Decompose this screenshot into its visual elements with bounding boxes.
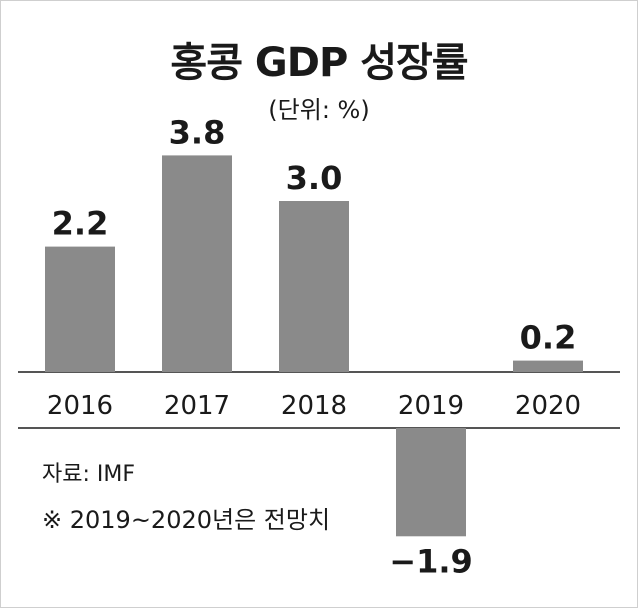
value-label-2018: 3.0: [286, 159, 343, 197]
value-label-2016: 2.2: [52, 205, 109, 243]
forecast-note: ※ 2019~2020년은 전망치: [42, 506, 331, 534]
bar-2020: [513, 360, 583, 372]
chart-title: 홍콩 GDP 성장률: [170, 40, 468, 86]
bar-2016: [45, 246, 115, 372]
chart-unit-subtitle: (단위: %): [268, 96, 370, 124]
value-label-2020: 0.2: [520, 319, 577, 357]
bar-2017: [162, 155, 232, 372]
x-tick-2020: 2020: [515, 391, 581, 421]
x-tick-2018: 2018: [281, 391, 347, 421]
bar-2019: [396, 428, 466, 537]
source-note: 자료: IMF: [42, 462, 136, 487]
x-tick-2017: 2017: [164, 391, 230, 421]
bar-2018: [279, 201, 349, 372]
value-label-2017: 3.8: [169, 113, 226, 151]
x-tick-2019: 2019: [398, 391, 464, 421]
x-tick-2016: 2016: [47, 391, 113, 421]
value-label-2019: −1.9: [389, 542, 473, 580]
